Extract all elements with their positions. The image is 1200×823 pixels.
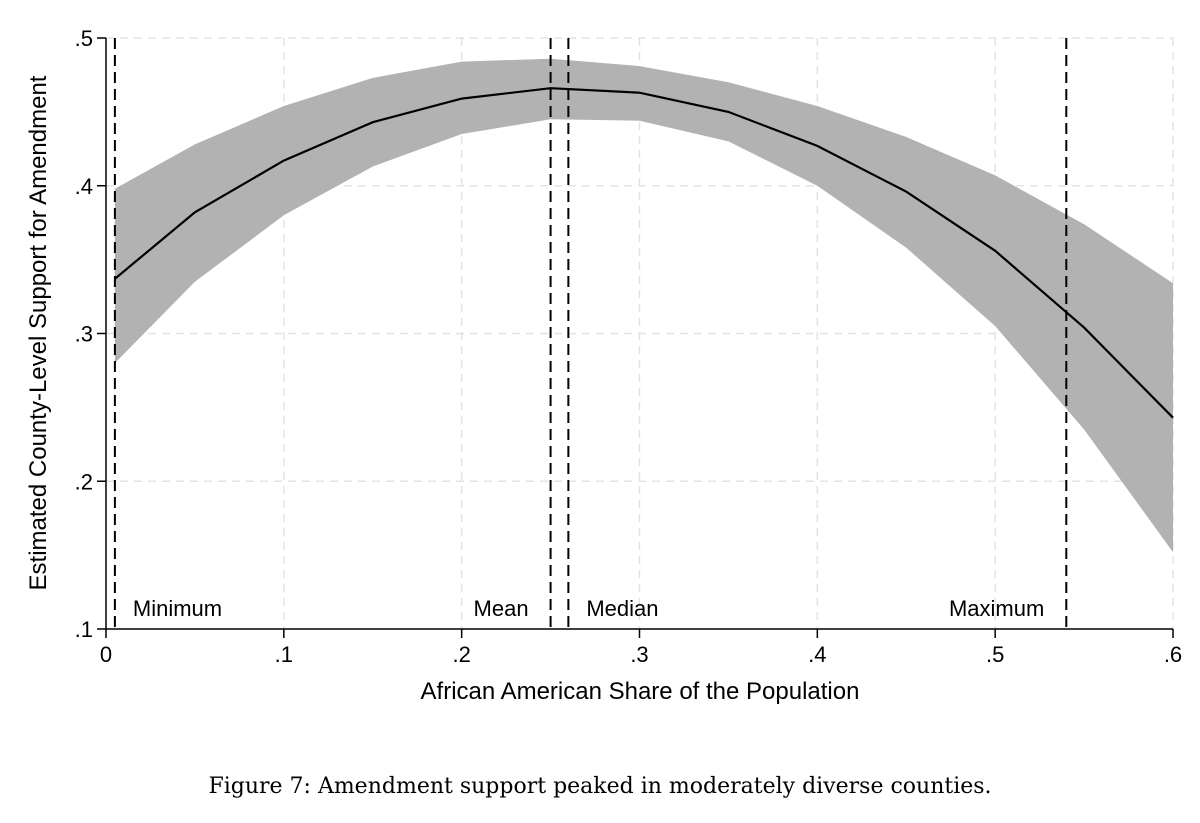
x-tick-labels: 0 .1 .2 .3 .4 .5 .6: [100, 629, 1182, 667]
reference-label-minimum: Minimum: [133, 596, 222, 621]
x-axis-label: African American Share of the Population: [421, 678, 860, 705]
y-tick-labels: .1 .2 .3 .4 .5: [75, 26, 106, 642]
y-tick-label-4: .5: [75, 26, 93, 51]
reference-label-median: Median: [586, 596, 658, 621]
reference-label-maximum: Maximum: [949, 596, 1044, 621]
chart: Minimum Mean Median Maximum 0 .1 .2 .3 .4 .5 .6 .…: [25, 26, 1182, 705]
x-tick-label-3: .3: [630, 642, 648, 667]
x-tick-label-2: .2: [452, 642, 470, 667]
x-tick-label-4: .4: [808, 642, 826, 667]
y-tick-label-0: .1: [75, 617, 93, 642]
y-tick-label-1: .2: [75, 469, 93, 494]
x-tick-label-6: .6: [1164, 642, 1182, 667]
confidence-band: [114, 58, 1173, 553]
x-tick-label-1: .1: [275, 642, 293, 667]
reference-lines: Minimum Mean Median Maximum: [113, 38, 1068, 629]
figure-caption: Figure 7: Amendment support peaked in mo…: [208, 774, 992, 799]
x-tick-label-0: 0: [100, 642, 112, 667]
y-tick-label-3: .4: [75, 174, 93, 199]
y-axis-label: Estimated County-Level Support for Amend…: [25, 75, 52, 590]
y-tick-label-2: .3: [75, 322, 93, 347]
estimate-line: [114, 87, 1174, 419]
reference-label-mean: Mean: [474, 596, 529, 621]
x-tick-label-5: .5: [986, 642, 1004, 667]
